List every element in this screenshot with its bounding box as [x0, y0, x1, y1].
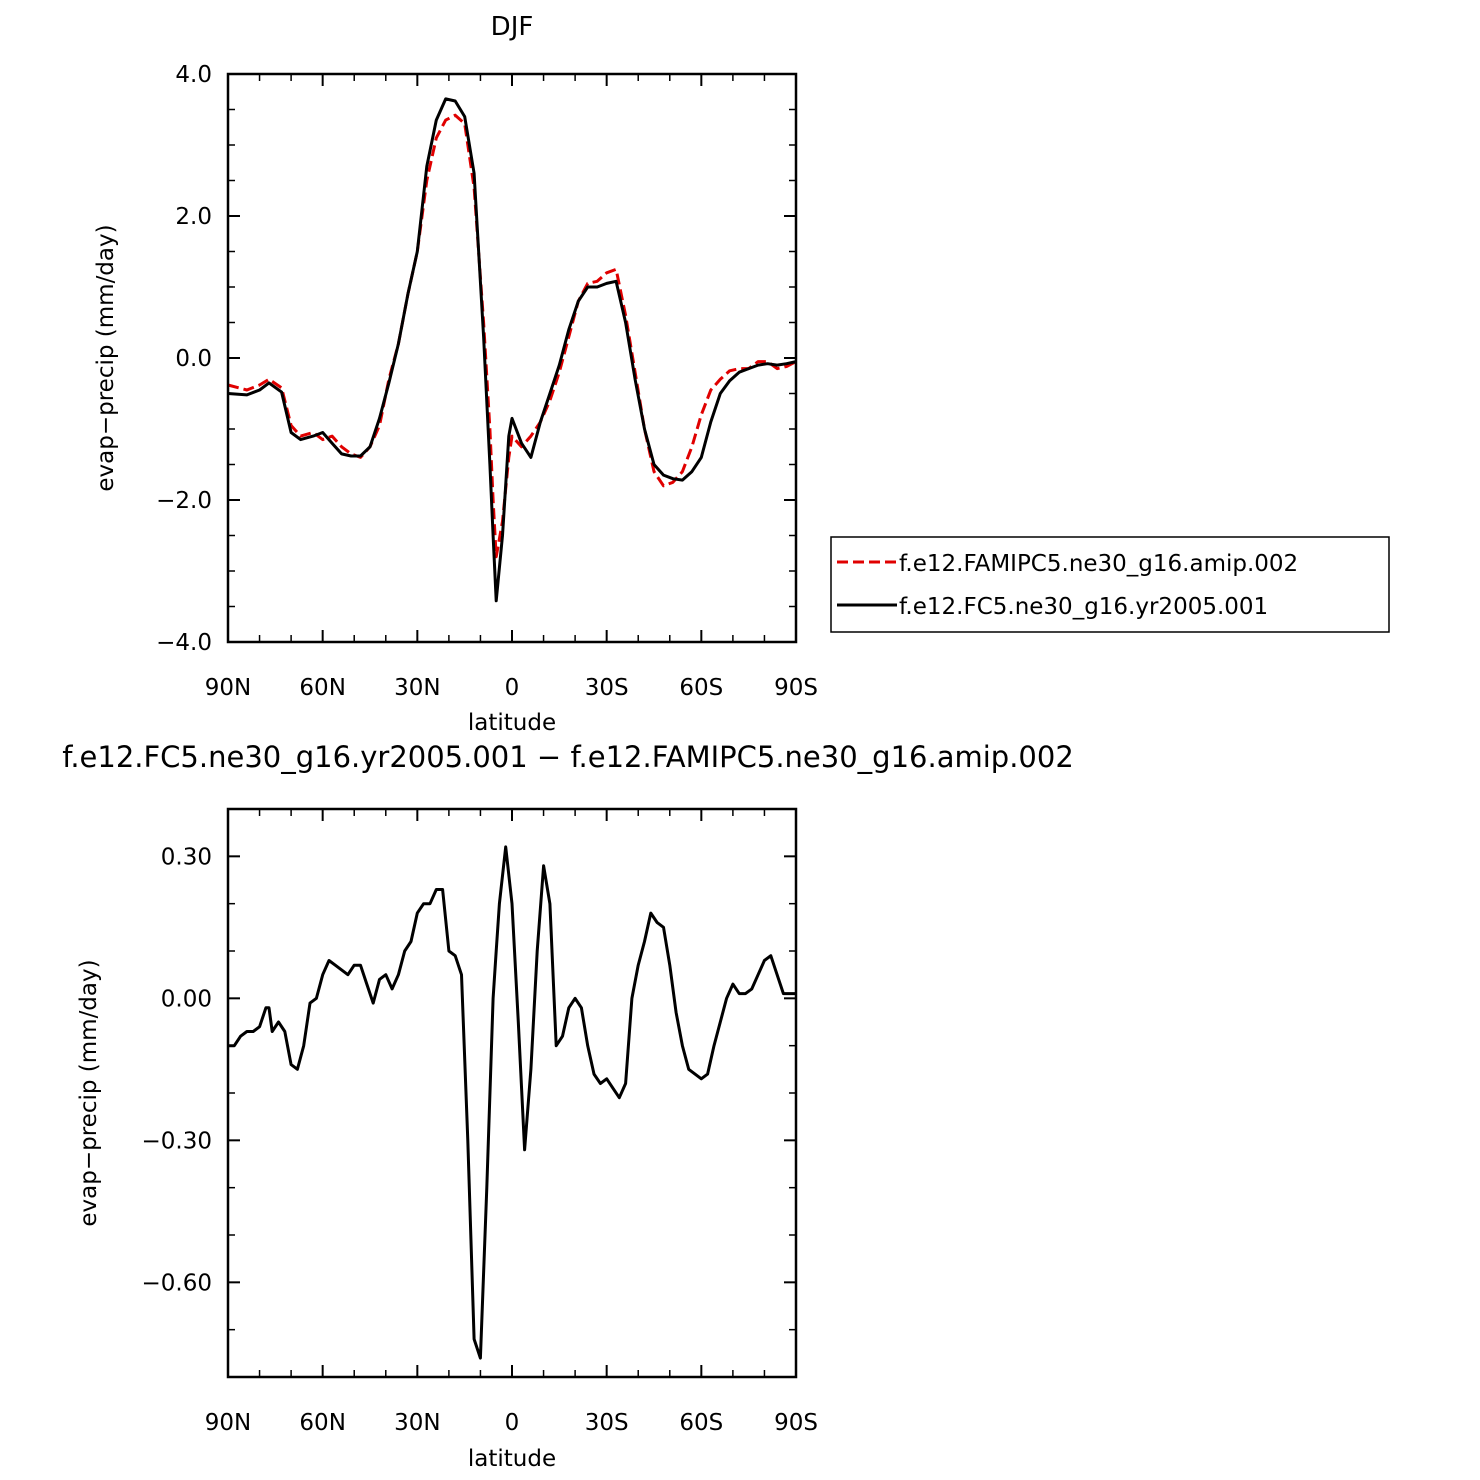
- top-y-tick-label: 2.0: [175, 204, 212, 230]
- bottom-x-tick-label: 90N: [205, 1410, 251, 1436]
- legend-box: [830, 536, 1390, 633]
- bottom-x-tick-label: 30N: [394, 1410, 440, 1436]
- bottom-x-tick-label: 90S: [774, 1410, 818, 1436]
- top-x-axis-label: latitude: [468, 710, 556, 736]
- bottom-y-tick-label: −0.60: [142, 1270, 212, 1296]
- legend-label-amip: f.e12.FAMIPC5.ne30_g16.amip.002: [899, 551, 1298, 577]
- bottom-x-tick-label: 0: [505, 1410, 520, 1436]
- top-x-tick-label: 90S: [774, 675, 818, 701]
- top-chart-ticks: 90N 60N 30N 0 30S 60S 90S 4.0 2.0 0.0 −2.0 −4.0: [156, 62, 818, 701]
- top-x-tick-label: 30N: [394, 675, 440, 701]
- top-x-tick-label: 60N: [299, 675, 345, 701]
- bottom-x-axis-label: latitude: [468, 1446, 556, 1472]
- bottom-chart-ticks: 90N 60N 30N 0 30S 60S 90S 0.30 0.00 −0.30 −0.60: [142, 808, 818, 1436]
- bottom-plot-frame: [226, 807, 798, 1379]
- legend-label-yr2005: f.e12.FC5.ne30_g16.yr2005.001: [899, 594, 1268, 620]
- top-y-tick-label: −2.0: [156, 488, 212, 514]
- bottom-chart-title: f.e12.FC5.ne30_g16.yr2005.001 − f.e12.FA…: [62, 740, 1074, 774]
- bottom-y-tick-label: 0.30: [161, 844, 212, 870]
- top-y-tick-label: 4.0: [175, 62, 212, 88]
- top-series-line-1: [227, 97, 797, 603]
- top-y-axis-label: evap−precip (mm/day): [93, 224, 119, 491]
- bottom-y-tick-label: −0.30: [142, 1128, 212, 1154]
- top-x-tick-label: 0: [505, 675, 520, 701]
- bottom-x-tick-label: 60S: [679, 1410, 723, 1436]
- top-chart-legend: f.e12.FAMIPC5.ne30_g16.amip.002 f.e12.FC…: [830, 536, 1390, 633]
- bottom-chart-panel: f.e12.FC5.ne30_g16.yr2005.001 − f.e12.FA…: [62, 740, 1074, 1472]
- top-x-tick-label: 60S: [679, 675, 723, 701]
- bottom-y-tick-label: 0.00: [161, 986, 212, 1012]
- top-chart-series: [227, 97, 797, 603]
- top-series-line-0: [227, 113, 797, 559]
- top-chart-title: DJF: [491, 12, 534, 42]
- bottom-y-axis-label: evap−precip (mm/day): [76, 959, 102, 1226]
- bottom-chart-series: [228, 845, 796, 1360]
- bottom-series-line-0: [228, 845, 796, 1360]
- top-x-tick-label: 90N: [205, 675, 251, 701]
- bottom-x-tick-label: 60N: [299, 1410, 345, 1436]
- top-chart-panel: DJF 90N 60N 30N 0 30S 60S 90S 4.0 2.0 0.0 −2.0 −4.0…: [93, 12, 1390, 736]
- top-plot-frame: [226, 72, 798, 644]
- top-x-tick-label: 30S: [585, 675, 629, 701]
- top-y-tick-label: 0.0: [175, 346, 212, 372]
- top-y-tick-label: −4.0: [156, 630, 212, 656]
- bottom-x-tick-label: 30S: [585, 1410, 629, 1436]
